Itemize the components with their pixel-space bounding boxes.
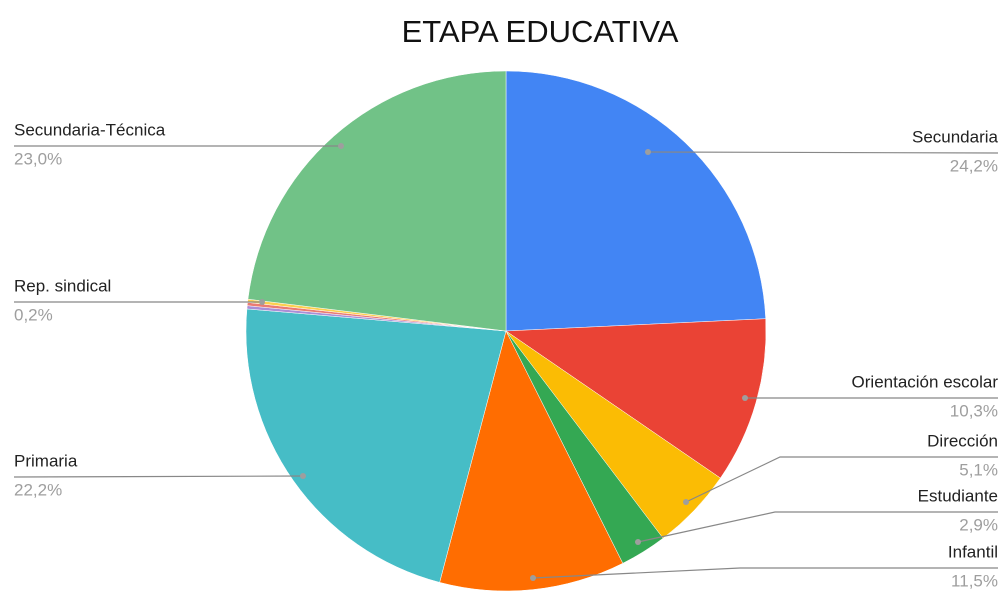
slice-label: Infantil bbox=[948, 542, 998, 561]
leader-line bbox=[637, 511, 998, 543]
value-label: 2,9% bbox=[959, 515, 998, 534]
leader-dot bbox=[645, 149, 651, 155]
value-label: 5,1% bbox=[959, 460, 998, 479]
value-label: 23,0% bbox=[14, 149, 62, 168]
pie-slice bbox=[439, 330, 624, 592]
slice-label: Secundaria bbox=[912, 127, 999, 146]
slice-label: Dirección bbox=[927, 431, 998, 450]
pie-slice bbox=[505, 318, 767, 479]
leader-dot bbox=[259, 299, 265, 305]
slice-label: Estudiante bbox=[918, 486, 998, 505]
leader-line bbox=[647, 151, 999, 154]
value-label: 0,2% bbox=[14, 305, 53, 324]
labels: Secundaria 24,2% Orientación escolar 10,3% D… bbox=[13, 120, 999, 590]
slice-label: Orientación escolar bbox=[852, 372, 999, 391]
leader-dot bbox=[300, 473, 306, 479]
slice-label: Primaria bbox=[14, 451, 78, 470]
value-label: 10,3% bbox=[950, 401, 998, 420]
value-label: 11,5% bbox=[951, 571, 998, 590]
leader-line bbox=[13, 475, 304, 478]
leader-dot bbox=[635, 539, 641, 545]
pie-slice bbox=[505, 70, 766, 332]
pie-slice bbox=[245, 308, 507, 583]
leader-line bbox=[685, 456, 998, 503]
slice-label: Secundaria-Técnica bbox=[14, 120, 166, 139]
chart-title: ETAPA EDUCATIVA bbox=[402, 14, 679, 49]
leader-dot bbox=[530, 575, 536, 581]
value-label: 24,2% bbox=[950, 156, 998, 175]
pie bbox=[245, 70, 767, 592]
pie-slice bbox=[247, 70, 507, 332]
leader-dot bbox=[742, 395, 748, 401]
leader-line bbox=[532, 567, 998, 579]
slice-label: Rep. sindical bbox=[14, 276, 111, 295]
leader-dot bbox=[683, 499, 689, 505]
value-label: 22,2% bbox=[14, 480, 62, 499]
leader-dot bbox=[338, 143, 344, 149]
